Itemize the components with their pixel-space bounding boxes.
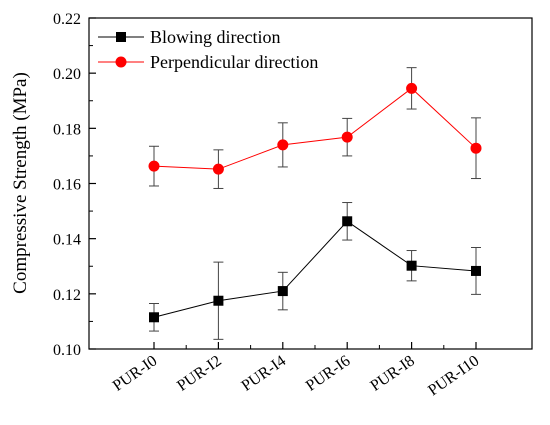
y-axis-label: Compressive Strength (MPa): [10, 72, 31, 294]
data-point: [406, 82, 418, 94]
series-layer: [148, 67, 482, 340]
series-line: [153, 87, 477, 170]
series-2: [148, 67, 482, 189]
data-point: [342, 216, 353, 227]
y-tick-label: 0.20: [53, 66, 81, 83]
data-point: [212, 163, 224, 175]
data-point: [406, 260, 417, 271]
y-tick-label: 0.16: [53, 177, 81, 194]
x-tick-label: PUR-I6: [303, 352, 354, 394]
x-tick-label: PUR-I0: [110, 352, 161, 394]
x-tick-label: PUR-I10: [425, 352, 482, 399]
data-point: [148, 160, 160, 172]
legend-marker: [115, 56, 127, 68]
legend-label: Perpendicular direction: [150, 52, 318, 72]
legend-marker: [116, 32, 126, 42]
legend-item-2: Perpendicular direction: [98, 52, 318, 72]
legend-item-1: Blowing direction: [98, 27, 280, 47]
x-tick-label: PUR-I8: [367, 352, 418, 394]
y-tick-label: 0.22: [53, 11, 81, 28]
series-line: [153, 220, 477, 318]
x-tick-label: PUR-I4: [239, 352, 290, 394]
data-point: [213, 295, 224, 306]
legend: Blowing direction Perpendicular direction: [98, 27, 318, 72]
y-tick-label: 0.10: [53, 342, 81, 359]
data-point: [470, 142, 482, 154]
series-1: [149, 202, 481, 340]
y-tick-label: 0.14: [53, 232, 81, 249]
data-point: [277, 286, 288, 297]
y-tick-label: 0.12: [53, 287, 81, 304]
data-point: [277, 139, 289, 151]
y-tick-label: 0.18: [53, 121, 81, 138]
x-axis: PUR-I0 PUR-I2 PUR-I4 PUR-I6 PUR-I8 PUR-I10: [110, 342, 482, 399]
data-point: [471, 265, 481, 276]
y-axis: 0.10 0.12 0.14 0.16 0.18 0.20 0.22: [53, 11, 96, 359]
data-point: [341, 131, 353, 143]
data-point: [149, 312, 159, 323]
x-tick-label: PUR-I2: [174, 352, 225, 394]
legend-label: Blowing direction: [150, 27, 280, 47]
